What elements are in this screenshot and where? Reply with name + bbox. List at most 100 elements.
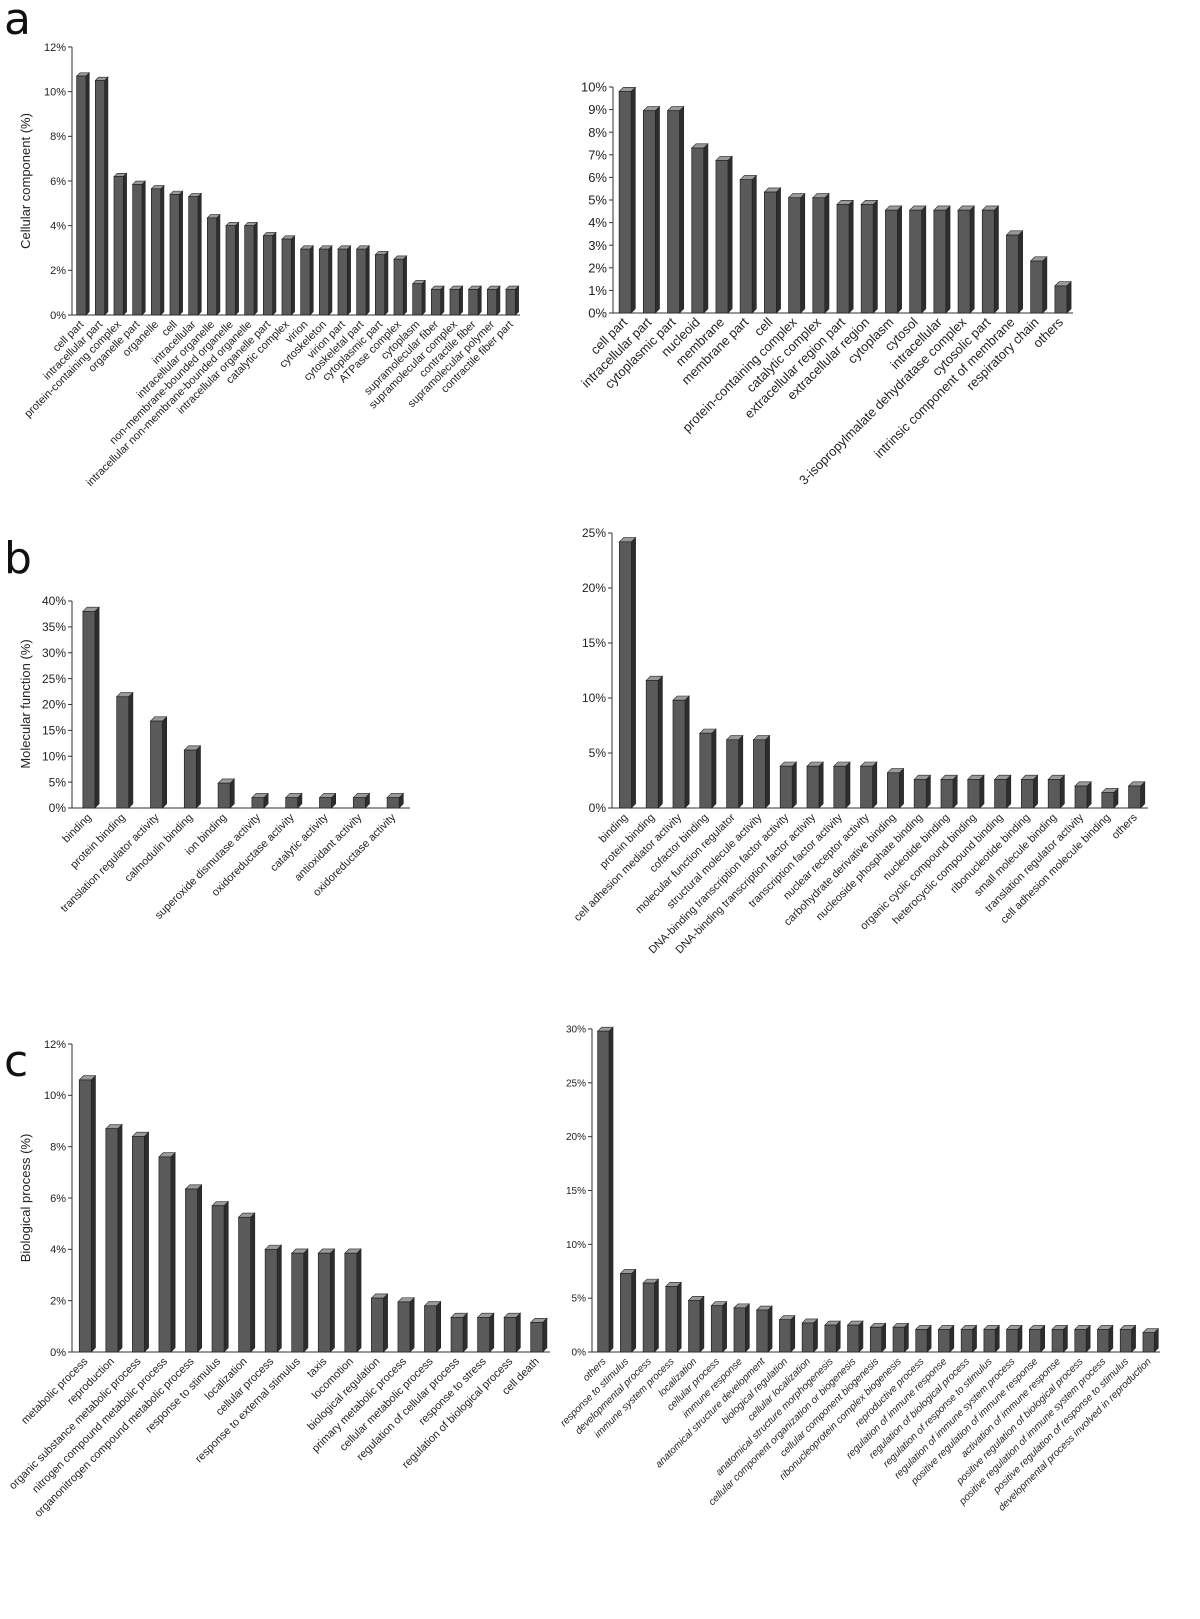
bar-side — [162, 716, 167, 809]
bar — [150, 720, 163, 809]
category-label: others — [1110, 811, 1140, 841]
bar — [477, 1316, 490, 1353]
bar-side — [356, 1248, 362, 1353]
y-tick-label: 5% — [589, 746, 607, 760]
chart-1: 0%2%4%6%8%10%12%Cellular component (%)ce… — [18, 42, 520, 489]
bar-side — [949, 1324, 955, 1353]
bar — [847, 1324, 860, 1353]
bar-side — [272, 231, 277, 316]
y-tick-label: 2% — [50, 265, 66, 277]
bar — [1128, 785, 1141, 809]
y-tick-label: 6% — [588, 170, 607, 185]
bar-side — [409, 1297, 415, 1353]
y-tick-label: 10% — [581, 80, 607, 95]
bar — [1119, 1329, 1132, 1353]
bar-side — [872, 199, 878, 314]
bar-side — [403, 255, 407, 316]
bar-side — [711, 728, 717, 809]
bar — [1051, 1329, 1064, 1353]
bar — [386, 797, 400, 809]
bar-side — [309, 245, 314, 316]
bar-side — [926, 1324, 932, 1353]
bar — [505, 288, 516, 316]
bar — [158, 1156, 172, 1353]
bar — [860, 765, 873, 809]
bar-side — [897, 205, 902, 314]
bar — [1029, 1329, 1042, 1353]
bar — [1097, 1329, 1110, 1353]
y-tick-label: 10% — [42, 749, 66, 763]
bar — [374, 254, 386, 316]
bar — [116, 696, 130, 809]
bar — [940, 779, 954, 809]
chart-3: 0% 5% 10% 15% 20% 25% 30% 35% 40% Molecular funct… — [18, 594, 410, 922]
bar-side — [1066, 280, 1072, 314]
bar-side — [1059, 774, 1065, 809]
y-tick-label: 20% — [582, 581, 606, 595]
bar — [238, 1216, 251, 1353]
bar-side — [170, 1152, 176, 1353]
bar — [251, 797, 265, 809]
bar-side — [496, 285, 501, 316]
y-tick-label: 10% — [44, 87, 66, 99]
y-axis-title: Molecular function (%) — [18, 639, 33, 768]
bar — [836, 204, 850, 314]
bar-side — [631, 1268, 637, 1353]
bar-side — [365, 245, 370, 316]
bar — [915, 1329, 928, 1353]
bar — [412, 283, 423, 316]
bar — [733, 1307, 746, 1353]
bar — [833, 765, 847, 809]
y-tick-label: 3% — [588, 238, 607, 253]
bar-side — [993, 205, 999, 314]
bar — [667, 110, 680, 314]
bar-side — [276, 1244, 282, 1353]
bar-side — [631, 536, 636, 809]
bar-side — [123, 172, 127, 316]
bar — [688, 1299, 701, 1353]
bar-side — [85, 72, 90, 316]
y-tick-label: 15% — [582, 636, 606, 650]
bar-side — [722, 1301, 727, 1353]
bar-side — [1040, 1324, 1045, 1353]
bar — [665, 1285, 678, 1353]
panel-letter-c: c — [4, 1036, 28, 1087]
bar — [860, 204, 874, 314]
bar — [530, 1322, 544, 1353]
bar-side — [250, 1212, 256, 1353]
bar — [869, 1326, 883, 1353]
y-tick-label: 0% — [50, 310, 66, 322]
bar-side — [489, 1312, 495, 1353]
bar-side — [824, 192, 830, 314]
bar-side — [945, 205, 951, 314]
bar — [710, 1305, 723, 1353]
bar — [913, 779, 927, 809]
y-tick-label: 2% — [588, 260, 607, 275]
bar — [779, 1319, 792, 1353]
bar — [726, 739, 739, 809]
bar — [450, 1316, 464, 1353]
bar-side — [1131, 1324, 1136, 1353]
bar — [620, 1273, 633, 1353]
bar-side — [1042, 256, 1048, 314]
bar-side — [818, 761, 824, 809]
bar — [885, 209, 898, 314]
bar — [317, 1252, 331, 1353]
bar — [105, 1128, 119, 1353]
bar — [642, 1282, 655, 1353]
bar-side — [216, 213, 221, 316]
bar-side — [969, 205, 975, 314]
panel-letter-a: a — [4, 0, 31, 45]
bar — [699, 732, 713, 809]
y-tick-label: 8% — [50, 1142, 66, 1154]
bar — [352, 797, 366, 809]
bar — [1047, 779, 1061, 809]
bar-side — [872, 761, 878, 809]
bar — [691, 147, 705, 314]
bar-side — [1063, 1324, 1068, 1353]
bar-side — [630, 86, 636, 314]
charts-group: 0%2%4%6%8%10%12%Cellular component (%)ce… — [7, 42, 1160, 1520]
bar — [788, 197, 801, 314]
